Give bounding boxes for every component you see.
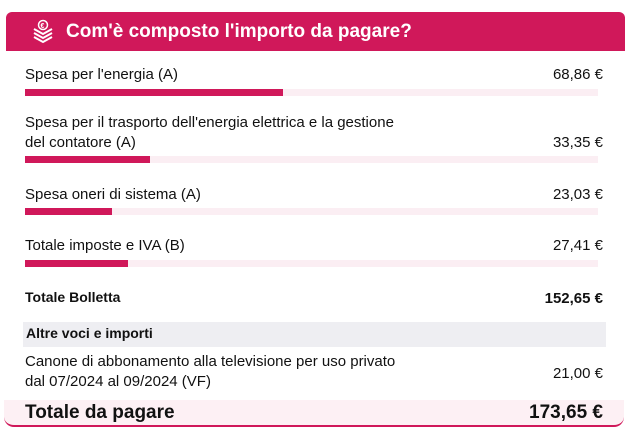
canone-row: Canone di abbonamento alla televisione p…: [25, 352, 603, 392]
item-amount: 33,35 €: [552, 134, 603, 151]
item-amount: 68,86 €: [552, 66, 603, 83]
share-bar-fill: [25, 89, 284, 96]
share-bar-fill: [25, 260, 129, 267]
totale-bolletta-label: Totale Bolletta: [25, 289, 121, 305]
totale-da-pagare-row: Totale da pagare 173,65 €: [4, 400, 624, 427]
section-header: € Com'è composto l'importo da pagare?: [6, 12, 625, 51]
totale-da-pagare-amount: 173,65 €: [529, 402, 603, 423]
altre-voci-heading-band: Altre voci e importi: [23, 322, 606, 347]
share-bar: [25, 260, 598, 267]
totale-da-pagare-label: Totale da pagare: [25, 402, 175, 423]
item-label: Spesa oneri di sistema (A): [25, 186, 201, 203]
euro-stack-icon: €: [33, 19, 53, 43]
share-bar-fill: [25, 156, 150, 163]
canone-label: Canone di abbonamento alla televisione p…: [25, 353, 396, 370]
share-bar: [25, 208, 598, 215]
item-row-trasporto: Spesa per il trasporto dell'energia elet…: [25, 113, 603, 153]
section-title: Com'è composto l'importo da pagare?: [66, 20, 412, 42]
totale-bolletta-amount: 152,65 €: [544, 290, 603, 307]
item-amount: 27,41 €: [552, 237, 603, 254]
item-label: Totale imposte e IVA (B): [25, 237, 185, 254]
item-label: Spesa per l'energia (A): [25, 66, 178, 83]
share-bar: [25, 89, 598, 96]
item-label-line2: del contatore (A): [25, 134, 136, 151]
svg-text:€: €: [41, 23, 45, 30]
altre-voci-heading: Altre voci e importi: [26, 325, 153, 341]
canone-label-line2: dal 07/2024 al 09/2024 (VF): [25, 373, 211, 390]
share-bar-fill: [25, 208, 112, 215]
share-bar: [25, 156, 598, 163]
canone-amount: 21,00 €: [552, 365, 603, 382]
item-label: Spesa per il trasporto dell'energia elet…: [25, 114, 394, 131]
item-amount: 23,03 €: [552, 186, 603, 203]
